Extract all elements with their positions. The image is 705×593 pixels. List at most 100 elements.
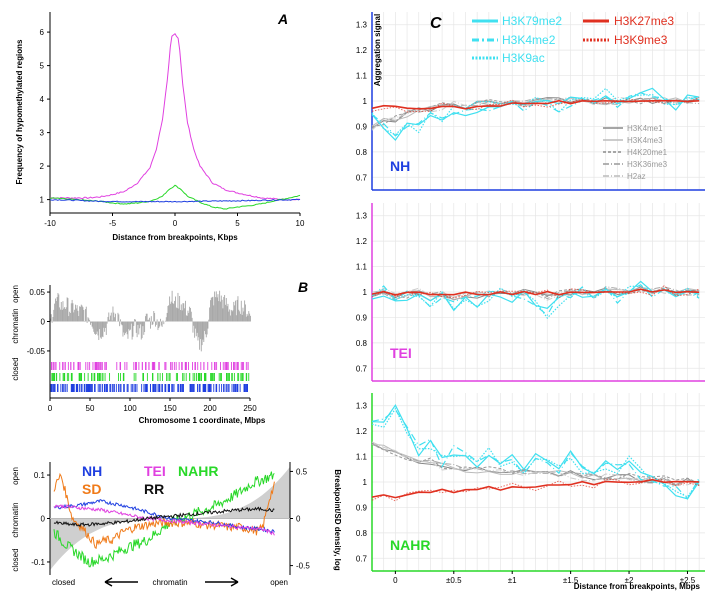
panel-c-cyan-line: [371, 280, 700, 312]
panel-c-y-tick-label: 0.9: [356, 313, 368, 322]
panel-c-cyan-line: [371, 92, 700, 137]
panel-b-profile-bar: [64, 307, 66, 322]
panel-b-track-mark: [53, 373, 55, 381]
panel-b-track-mark: [148, 362, 150, 370]
panel-b-track-mark: [181, 362, 183, 370]
panel-b-profile-bar: [168, 305, 170, 322]
panel-b-profile-bar: [80, 304, 82, 322]
panel-b-profile-bar: [65, 307, 67, 322]
panel-b-track-mark: [117, 384, 119, 392]
panel-b-profile-bar: [87, 317, 89, 322]
panel-b-track-mark: [209, 384, 211, 392]
bottom-legend-entry: NH: [82, 463, 102, 479]
panel-b-profile-bar: [162, 320, 164, 322]
panel-b-track-mark: [207, 362, 209, 370]
panel-a-y-tick-label: 1: [40, 196, 45, 205]
bottom-legend-entry: SD: [82, 481, 101, 497]
panel-c-y-tick-label: 1.2: [356, 427, 368, 436]
panel-b-profile-bar: [101, 321, 103, 337]
panel-b-track-mark: [63, 384, 65, 392]
panel-b-profile-bar: [60, 301, 62, 322]
panel-b-profile-bar: [242, 307, 244, 322]
panel-b-track-mark: [97, 373, 99, 381]
panel-b-track-mark: [235, 384, 236, 392]
panel-b-track-mark: [226, 373, 227, 381]
panel-b-profile-bar: [232, 310, 234, 322]
panel-b-track-mark: [171, 384, 173, 392]
panel-b-profile-bar: [145, 313, 147, 322]
panel-b-profile-bar: [75, 308, 77, 322]
panel-b-profile-bar: [120, 319, 121, 322]
panel-b-track-mark: [193, 384, 194, 392]
panel-b-profile-bar: [140, 321, 141, 325]
panel-b-profile-bar: [170, 303, 171, 322]
panel-c-y-tick-label: 1: [363, 478, 368, 487]
panel-b-profile-bar: [193, 321, 195, 326]
panel-b-track-mark: [76, 384, 78, 392]
panel-b-profile-bar: [117, 312, 119, 322]
panel-b-track-mark: [115, 384, 117, 392]
panel-b-track-mark: [87, 362, 89, 370]
panel-b-track-mark: [209, 384, 211, 392]
panel-b-track-mark: [151, 362, 153, 370]
panel-a-y-tick-label: 3: [40, 129, 45, 138]
panel-b-profile-bar: [188, 312, 190, 322]
panel-c-cyan-line: [371, 87, 700, 136]
panel-c-label: C: [430, 15, 442, 32]
panel-b-profile-bar: [148, 319, 150, 322]
panel-b-track-mark: [231, 373, 233, 381]
panel-b-track-mark: [203, 384, 205, 392]
panel-b-profile-bar: [131, 321, 133, 340]
panel-b-profile-bar: [59, 307, 61, 322]
panel-b-track-mark: [141, 362, 143, 370]
panel-b-profile-bar: [51, 321, 53, 323]
panel-b-track-mark: [236, 384, 238, 392]
panel-b-profile-bar: [240, 300, 242, 322]
panel-b-track-mark: [203, 362, 205, 370]
panel-a-series-line: [49, 184, 301, 210]
panel-b-track-mark: [76, 384, 78, 392]
panel-a-x-tick-label: -10: [44, 219, 56, 228]
panel-b-track-mark: [223, 384, 225, 392]
panel-b-track-mark: [228, 384, 230, 392]
panel-b-profile-bar: [58, 294, 60, 322]
panel-a-x-tick-label: -5: [109, 219, 117, 228]
panel-c-gray-line: [371, 443, 700, 484]
panel-b-track-mark: [91, 373, 93, 381]
panel-c-cyan-line: [371, 404, 700, 500]
panel-b-profile-bar: [68, 316, 70, 322]
panel-c-gray-legend-entry: H2az: [627, 172, 646, 181]
panel-b-track-mark: [185, 373, 187, 381]
panel-b-track-mark: [220, 362, 221, 370]
panel-b-track-mark: [124, 362, 126, 370]
panel-b-track-mark: [247, 384, 248, 392]
panel-b-profile-bar: [74, 309, 76, 322]
panel-b-track-mark: [116, 362, 118, 370]
panel-b-profile-bar: [103, 321, 105, 328]
panel-b-track-mark: [196, 373, 198, 381]
panel-b-profile-bar: [80, 306, 81, 322]
panel-b-track-mark: [200, 362, 202, 370]
panel-c-y-tick-label: 1.3: [356, 21, 368, 30]
panel-b-track-mark: [98, 362, 100, 370]
panel-b-track-mark: [94, 362, 96, 370]
panel-b-track-mark: [143, 384, 145, 392]
panel-b-track-mark: [77, 362, 79, 370]
panel-b-profile-bar: [140, 321, 142, 340]
bottom-chromatin-label: chromatin: [11, 502, 20, 537]
panel-b-profile-bar: [199, 321, 201, 350]
panel-b-profile-bar: [219, 290, 221, 322]
panel-b-profile-bar: [224, 294, 226, 322]
panel-b-profile-bar: [183, 303, 185, 322]
panel-b-profile-bar: [137, 321, 139, 325]
panel-b-track-mark: [161, 384, 163, 392]
panel-b-track-mark: [73, 362, 75, 370]
panel-b-profile-bar: [249, 313, 251, 322]
panel-b-track-mark: [104, 373, 106, 381]
panel-b-profile-bar: [192, 321, 194, 333]
panel-b-track-mark: [157, 384, 159, 392]
panel-c-y-tick-label: 0.8: [356, 339, 368, 348]
panel-b-track-mark: [237, 373, 239, 381]
panel-b-track-mark: [145, 362, 147, 370]
panel-b-profile-bar: [119, 321, 121, 327]
